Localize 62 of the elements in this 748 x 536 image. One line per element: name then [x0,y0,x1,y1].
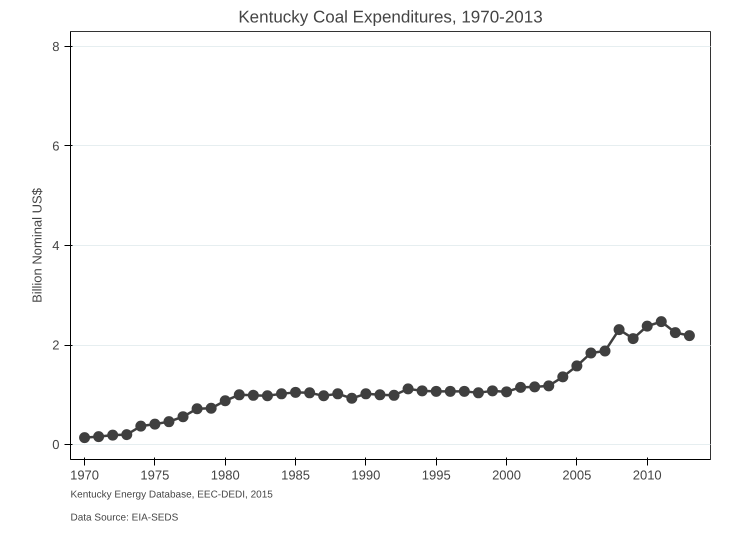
point [557,371,568,382]
point [360,388,372,400]
point [290,386,302,398]
point [501,386,512,398]
chart-title: Kentucky Coal Expenditures, 1970-2013 [238,8,543,26]
point [192,403,203,414]
point [318,390,330,402]
x-tick-label: 1985 [281,468,310,482]
point [304,387,316,398]
y-tick-label: 0 [52,437,60,452]
point [206,402,217,414]
y-tick-label: 2 [52,338,60,353]
x-tick-label: 2000 [492,468,522,482]
point [430,386,442,397]
y-axis-title: Billion Nominal US$ [29,187,44,303]
point [684,330,695,342]
point [135,420,146,432]
point [642,320,653,332]
point [374,389,386,400]
point [93,431,104,442]
point [234,389,245,400]
x-tick-label: 1990 [351,468,380,482]
point [515,382,526,393]
source-note: Data Source: EIA-SEDS [70,512,179,524]
point [163,416,174,428]
x-tick-label: 1970 [70,468,100,482]
y-tick-label: 4 [52,238,60,253]
point [585,348,596,358]
point [614,324,625,336]
x-tick-label: 1980 [210,468,240,482]
point [628,333,639,344]
point [416,385,428,396]
point [149,418,160,430]
point [220,395,231,406]
y-tick-label: 6 [52,138,60,154]
point [346,392,358,404]
point [262,390,273,402]
point [332,388,344,400]
y-tick-label: 8 [52,38,60,54]
x-tick-label: 1975 [140,468,170,482]
point [79,432,90,444]
point [486,385,498,396]
point [529,381,540,392]
point [388,390,400,401]
point [670,327,681,338]
point [248,390,259,401]
x-tick-label: 2005 [562,468,592,482]
x-tick-label: 1995 [422,468,451,482]
point [178,411,189,422]
point [656,316,667,328]
text: Kentucky Energy Database, EEC-DEDI, 2015 [70,490,274,500]
point [121,429,132,440]
point [472,387,484,398]
point [458,386,470,397]
point [276,388,287,400]
point [543,380,554,392]
point [600,346,611,356]
point [571,360,582,372]
point [107,430,118,441]
x-tick-label: 2010 [632,468,662,482]
point [444,386,456,397]
point [402,383,414,394]
